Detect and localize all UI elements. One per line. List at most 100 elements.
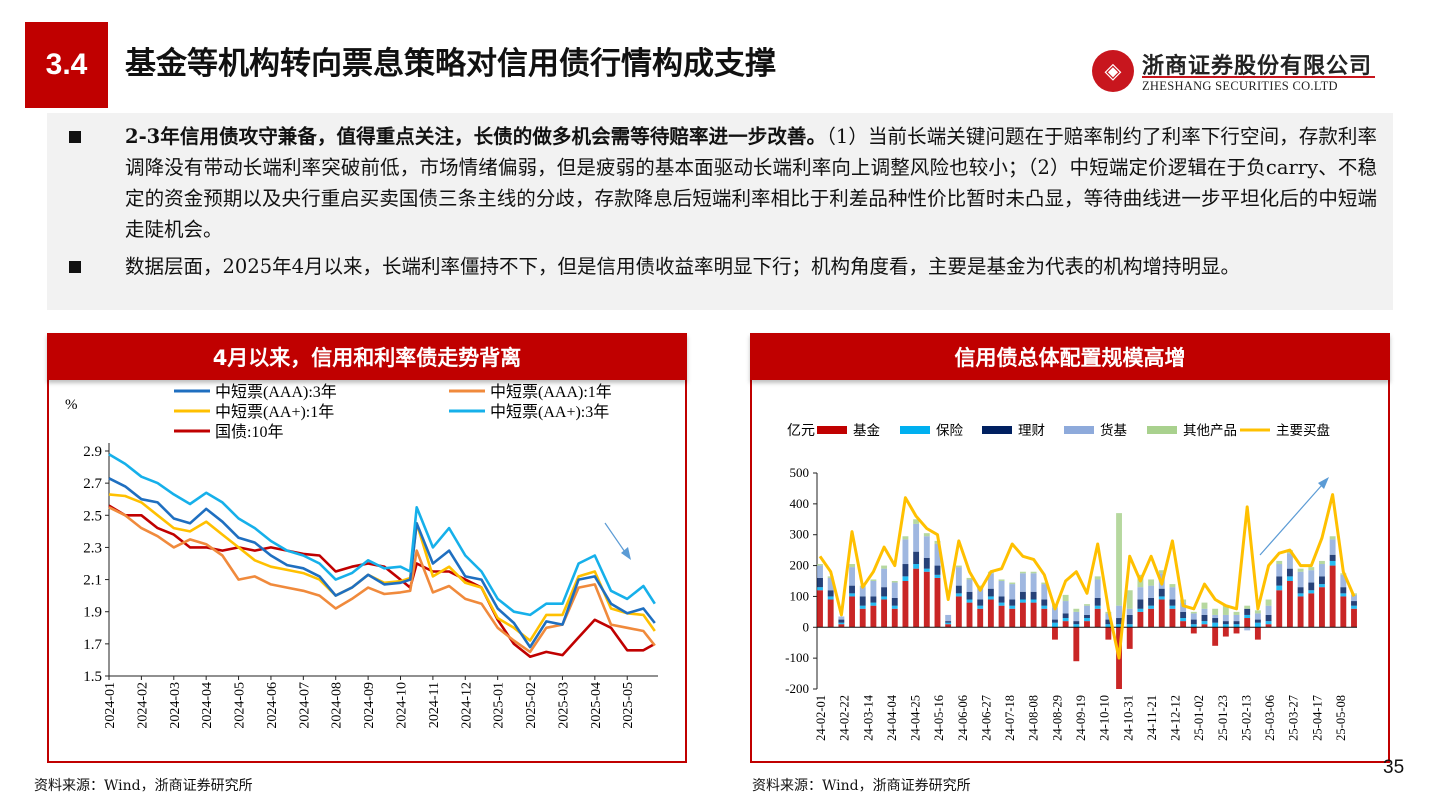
right-source: 资料来源：Wind，浙商证券研究所 <box>752 778 971 794</box>
bar-其他产品 <box>1019 571 1026 574</box>
bar-理财 <box>1201 614 1208 622</box>
bar-基金 <box>1222 627 1229 637</box>
bar-其他产品 <box>902 536 909 540</box>
bar-其他产品 <box>1201 602 1208 609</box>
bar-理财 <box>955 585 962 594</box>
bar-理财 <box>1019 591 1026 600</box>
bar-货基 <box>1126 608 1133 615</box>
x-tick-label: 24-05-16 <box>932 695 946 741</box>
bar-理财 <box>1319 576 1325 585</box>
bar-基金 <box>1212 627 1219 646</box>
x-tick-label: 25-04-17 <box>1310 695 1324 741</box>
y-tick-label: 500 <box>790 465 810 480</box>
x-tick-label: 24-10-31 <box>1121 695 1135 741</box>
y-tick-label: 2.5 <box>83 508 102 524</box>
bar-货基 <box>934 543 941 566</box>
bar-货基 <box>1190 613 1197 620</box>
bar-货基 <box>987 573 994 589</box>
bar-理财 <box>1276 576 1283 586</box>
bar-理财 <box>838 619 845 623</box>
bar-保险 <box>1276 585 1283 591</box>
y-tick-label: 300 <box>790 527 810 542</box>
bar-理财 <box>1265 614 1272 622</box>
bar-理财 <box>1212 618 1219 623</box>
bar-保险 <box>1052 622 1058 628</box>
bar-基金 <box>987 599 994 628</box>
bar-基金 <box>1190 627 1197 634</box>
bar-基金 <box>1158 599 1165 628</box>
bar-基金 <box>934 577 941 628</box>
x-tick-label: 24-04-04 <box>885 694 899 741</box>
bar-其他产品 <box>1169 584 1176 588</box>
bar-保险 <box>1116 624 1122 628</box>
x-tick-label: 24-07-18 <box>1003 695 1017 741</box>
y-tick-label: 2.7 <box>83 476 102 492</box>
bar-其他产品 <box>1222 605 1229 615</box>
bar-保险 <box>1329 560 1336 566</box>
bar-货基 <box>1148 585 1155 598</box>
bar-保险 <box>1308 590 1315 594</box>
bar-保险 <box>859 605 866 609</box>
left-chart-title: 4月以来，信用和利率债走势背离 <box>47 333 687 380</box>
bar-其他产品 <box>955 565 962 568</box>
bar-保险 <box>870 602 877 606</box>
allocation-bar-chart: 亿元 500 400 300 200 100 0 -100 -200 24-02-01 24-02-… <box>785 422 1357 741</box>
bar-基金 <box>881 599 888 628</box>
bar-货基 <box>1030 573 1037 592</box>
x-tick-label: 24-12-12 <box>1169 695 1183 741</box>
y-tick-label: -200 <box>785 681 809 696</box>
bar-理财 <box>923 557 930 569</box>
bar-货基 <box>913 523 920 552</box>
bar-理财 <box>1137 599 1144 609</box>
bar-理财 <box>987 588 994 597</box>
bar-基金 <box>1319 587 1325 628</box>
bar-保险 <box>817 587 823 591</box>
series-line-main-buying <box>818 493 1356 660</box>
x-tick-label: 2024-09 <box>362 682 377 729</box>
bar-理财 <box>1148 597 1155 606</box>
bar-保险 <box>1233 624 1240 628</box>
bar-其他产品 <box>913 519 920 524</box>
bar-货基 <box>1116 605 1122 619</box>
bar-其他产品 <box>870 579 877 581</box>
legend-label: 保险 <box>936 423 964 438</box>
x-tick-label: 25-03-27 <box>1287 695 1301 741</box>
legend-label: 中短票(AAA):3年 <box>215 383 337 401</box>
bar-货基 <box>1009 584 1016 600</box>
bar-保险 <box>1286 576 1293 581</box>
bar-货基 <box>1319 564 1325 577</box>
bar-保险 <box>977 605 984 609</box>
bar-基金 <box>1276 590 1283 628</box>
x-tick-label: 25-03-06 <box>1263 695 1277 741</box>
x-tick-label: 25-01-23 <box>1216 695 1230 741</box>
bar-保险 <box>1212 622 1219 628</box>
bar-理财 <box>1094 597 1101 606</box>
bar-货基 <box>1244 627 1251 631</box>
bar-其他产品 <box>817 564 823 566</box>
bar-理财 <box>902 564 909 577</box>
bar-货基 <box>1105 613 1112 620</box>
bar-基金 <box>827 599 834 628</box>
section-number: 3.4 <box>25 22 108 108</box>
bar-其他产品 <box>1009 582 1016 585</box>
x-tick-label: 24-06-27 <box>979 695 993 741</box>
bar-货基 <box>1297 571 1304 588</box>
arrowhead-icon <box>1318 477 1329 489</box>
bar-理财 <box>1116 618 1122 625</box>
bar-其他产品 <box>1073 608 1080 612</box>
bar-货基 <box>1254 613 1261 620</box>
bar-理财 <box>1308 582 1315 591</box>
bar-货基 <box>1084 605 1090 615</box>
bar-基金 <box>1329 565 1336 628</box>
bar-基金 <box>1233 627 1240 634</box>
bar-基金 <box>945 624 952 628</box>
paragraph-2-text: 数据层面，2025年4月以来，长端利率僵持不下，但是信用债收益率明显下行；机构角… <box>125 255 1241 278</box>
page-title: 基金等机构转向票息策略对信用债行情构成支撑 <box>125 46 776 82</box>
left-source: 资料来源：Wind，浙商证券研究所 <box>34 778 253 794</box>
x-tick-label: 2024-04 <box>200 682 215 729</box>
left-chart-panel: 4月以来，信用和利率债走势背离 % 2.9 2.7 2.5 2.3 2.1 1.9 1.7 1.… <box>47 333 687 763</box>
y-tick-label: 1.5 <box>83 669 102 685</box>
bar-理财 <box>1158 588 1165 597</box>
x-tick-label: 24-03-14 <box>861 694 875 741</box>
bar-保险 <box>913 564 920 569</box>
